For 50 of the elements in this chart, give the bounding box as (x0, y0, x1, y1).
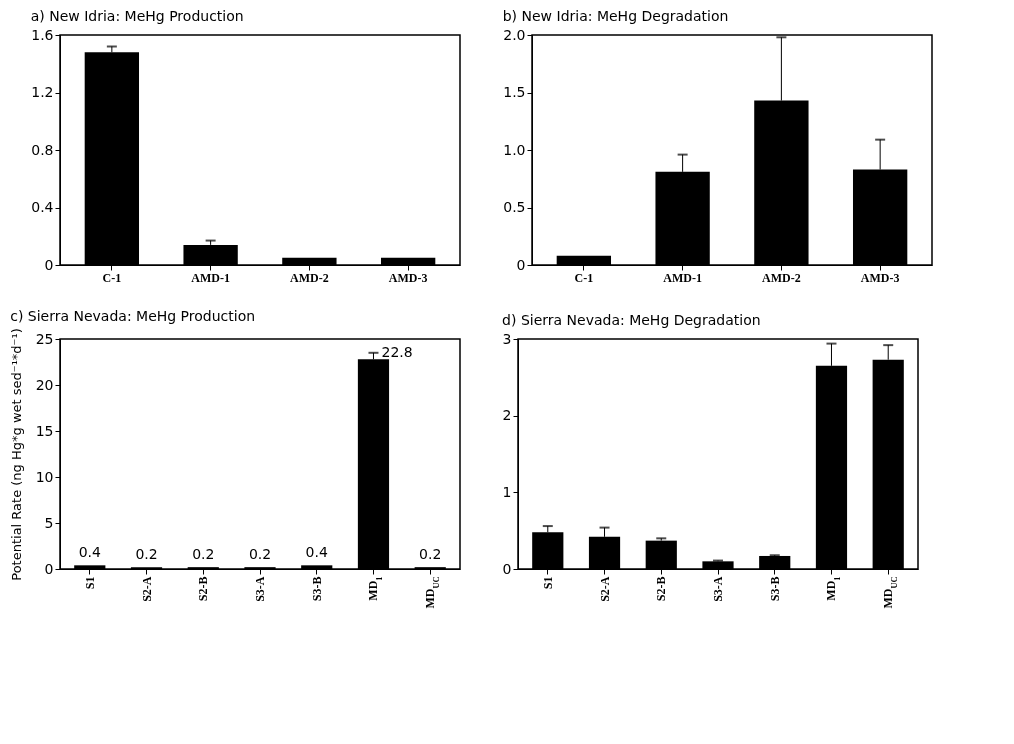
y-tick-label: 0 (516, 256, 526, 273)
chart-title: c) Sierra Nevada: MeHg Production (10, 307, 256, 324)
x-tick-label: AMD-2 (762, 270, 801, 285)
x-tick-label: S2-A (139, 576, 154, 602)
data-label: 0.2 (419, 546, 442, 563)
y-tick-label: 0 (44, 256, 54, 273)
x-tick-label: AMD-1 (663, 270, 702, 285)
y-tick-label: 2 (502, 407, 512, 424)
y-tick-label: 10 (35, 468, 54, 485)
data-label: 0.2 (135, 546, 158, 563)
x-tick-label: S2-A (597, 576, 612, 602)
y-tick-label: 1.0 (503, 141, 526, 158)
x-tick-label: AMD-2 (290, 270, 329, 285)
y-tick-label: 1.5 (503, 84, 526, 100)
chart-title: a) New Idria: MeHg Production (30, 8, 244, 24)
y-tick-label: 0.4 (31, 199, 54, 215)
y-tick-label: 0.8 (31, 141, 54, 158)
y-tick-label: 20 (35, 376, 54, 393)
y-tick-label: 5 (44, 514, 54, 531)
y-tick-label: 3 (502, 330, 512, 347)
y-tick-label: 1.6 (31, 26, 54, 43)
x-tick-label: AMD-3 (388, 270, 428, 285)
y-tick-label: 1.2 (31, 84, 54, 100)
x-tick-label: S1 (82, 576, 97, 590)
chart-title: b) New Idria: MeHg Degradation (502, 8, 729, 24)
y-tick-label: 0 (502, 560, 512, 577)
x-tick-label: C-1 (102, 270, 122, 285)
data-label: 0.2 (248, 546, 272, 563)
data-label: 0.4 (78, 544, 102, 561)
x-tick-label: S3-A (253, 576, 267, 602)
x-tick-label: S2-B (196, 576, 211, 602)
x-tick-label: AMD-3 (860, 270, 900, 285)
y-tick-label: 2.0 (503, 26, 526, 43)
data-label: 22.8 (381, 343, 413, 360)
chart-title: d) Sierra Nevada: MeHg Degradation (502, 312, 761, 328)
x-tick-label: S2-B (654, 576, 669, 602)
x-tick-label: S3-A (711, 576, 725, 602)
data-label: 0.2 (192, 546, 215, 563)
y-axis-title: Potential Rate (ng Hg*g wet sed⁻¹*d⁻¹) (8, 328, 24, 581)
x-tick-label: S1 (540, 576, 555, 590)
y-tick-label: 0 (44, 560, 54, 577)
data-label: 0.4 (305, 544, 328, 561)
y-tick-label: 1 (502, 483, 512, 500)
y-tick-label: 0.5 (503, 199, 526, 215)
x-tick-label: S3-B (309, 576, 324, 602)
x-tick-label: S3-B (767, 576, 782, 602)
y-tick-label: 15 (35, 422, 54, 439)
y-tick-label: 25 (35, 330, 54, 347)
x-tick-label: C-1 (574, 270, 594, 285)
x-tick-label: AMD-1 (191, 270, 230, 285)
